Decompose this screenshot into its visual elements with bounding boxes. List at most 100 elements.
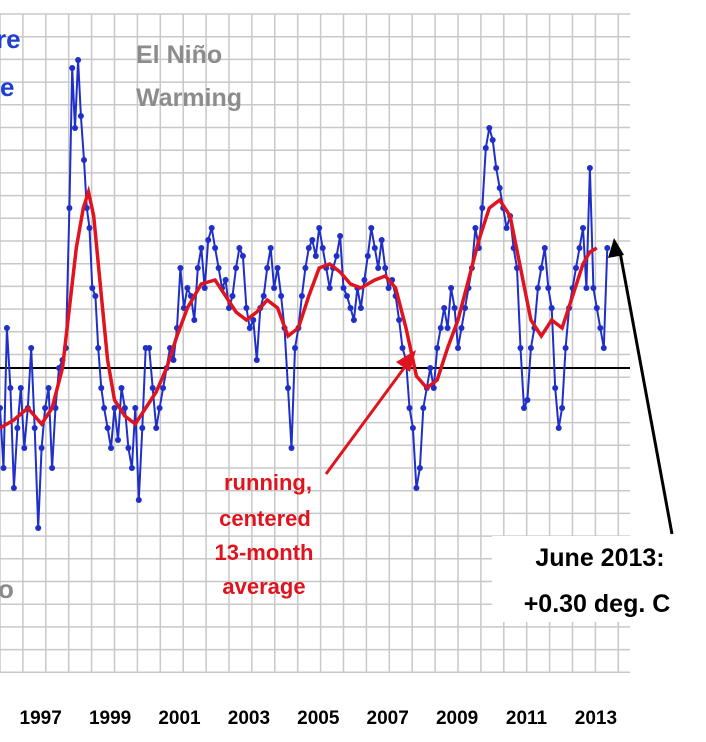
monthly-anomaly-point bbox=[212, 245, 219, 251]
monthly-anomaly-point bbox=[14, 425, 21, 431]
monthly-anomaly-point bbox=[92, 293, 99, 299]
monthly-anomaly-point bbox=[28, 345, 35, 351]
monthly-anomaly-point bbox=[448, 285, 455, 291]
monthly-anomaly-point bbox=[288, 445, 295, 451]
monthly-anomaly-point bbox=[344, 293, 350, 299]
running-mean-arrow bbox=[324, 359, 412, 475]
monthly-anomaly-point bbox=[198, 245, 205, 251]
latest-value-label-line-2: +0.30 deg. C bbox=[524, 590, 671, 618]
monthly-anomaly-point bbox=[86, 225, 93, 231]
running-mean-line bbox=[0, 185, 598, 430]
monthly-anomaly-point bbox=[298, 293, 305, 299]
monthly-anomaly-point bbox=[104, 425, 111, 431]
monthly-anomaly-point bbox=[115, 437, 121, 443]
monthly-anomaly-point bbox=[583, 285, 590, 291]
monthly-anomaly-point bbox=[319, 245, 326, 251]
monthly-anomaly-point bbox=[600, 345, 607, 351]
monthly-anomaly-point bbox=[368, 225, 375, 231]
monthly-anomaly-point bbox=[66, 205, 73, 211]
monthly-anomaly-point bbox=[472, 225, 479, 231]
monthly-anomaly-point bbox=[271, 285, 278, 291]
monthly-anomaly-point bbox=[409, 425, 416, 431]
monthly-anomaly-point bbox=[77, 113, 84, 119]
monthly-anomaly-point bbox=[593, 305, 600, 311]
monthly-anomaly-point bbox=[413, 485, 420, 491]
monthly-anomaly-point bbox=[541, 245, 548, 251]
monthly-anomaly-point bbox=[420, 405, 427, 411]
monthly-anomaly-point bbox=[21, 445, 28, 451]
monthly-anomaly-point bbox=[527, 345, 534, 351]
monthly-anomaly-point bbox=[486, 125, 493, 131]
monthly-anomaly-point bbox=[441, 305, 448, 311]
monthly-anomaly-point bbox=[170, 357, 177, 363]
monthly-anomaly-point bbox=[378, 237, 385, 243]
monthly-anomaly-point bbox=[246, 325, 253, 331]
monthly-anomaly-point bbox=[3, 325, 10, 331]
monthly-anomaly-point bbox=[69, 65, 76, 71]
monthly-anomaly-point bbox=[548, 305, 555, 311]
el-nino-label-line-1: El Niño bbox=[136, 41, 222, 69]
monthly-anomaly-point bbox=[482, 145, 489, 151]
running-mean-label-line-3: 13-month bbox=[215, 540, 314, 565]
monthly-anomaly-point bbox=[347, 305, 354, 311]
running-mean-callout: running, centered 13-month average bbox=[215, 350, 416, 599]
monthly-anomaly-point bbox=[0, 405, 3, 411]
monthly-anomaly-point bbox=[302, 265, 309, 271]
monthly-anomaly-point bbox=[72, 125, 78, 131]
monthly-anomaly-point bbox=[364, 253, 371, 259]
monthly-anomaly-point bbox=[326, 285, 333, 291]
running-mean-label-line-1: running, bbox=[224, 470, 312, 495]
monthly-anomaly-point bbox=[496, 185, 503, 191]
monthly-anomaly-point bbox=[406, 405, 413, 411]
monthly-anomaly-point bbox=[89, 285, 96, 291]
monthly-anomaly-point bbox=[524, 397, 531, 403]
monthly-anomaly-point bbox=[184, 285, 191, 291]
monthly-anomaly-point bbox=[267, 245, 274, 251]
monthly-anomaly-point bbox=[385, 285, 392, 291]
monthly-anomaly-point bbox=[340, 285, 347, 291]
monthly-anomaly-point bbox=[462, 305, 468, 311]
monthly-anomaly-point bbox=[191, 317, 198, 323]
monthly-anomaly-point bbox=[108, 445, 114, 451]
monthly-anomaly-point bbox=[312, 253, 319, 259]
monthly-anomaly-point bbox=[156, 405, 163, 411]
monthly-anomaly-point bbox=[17, 385, 24, 391]
monthly-anomaly-point bbox=[555, 425, 562, 431]
monthly-anomaly-point bbox=[260, 293, 267, 299]
monthly-anomaly-point bbox=[229, 293, 236, 299]
monthly-anomaly-point bbox=[278, 293, 285, 299]
monthly-anomaly-point bbox=[361, 277, 368, 283]
monthly-anomaly-point bbox=[274, 265, 281, 271]
monthly-anomaly-point bbox=[292, 345, 298, 351]
monthly-anomaly-point bbox=[590, 285, 597, 291]
monthly-anomaly-point bbox=[35, 525, 42, 531]
monthly-anomaly-point bbox=[437, 325, 444, 331]
monthly-anomaly-point bbox=[0, 465, 7, 471]
monthly-anomaly-point bbox=[285, 385, 291, 391]
x-tick-label: 2013 bbox=[575, 708, 617, 729]
monthly-anomaly-point bbox=[49, 465, 56, 471]
monthly-anomaly-point bbox=[101, 405, 108, 411]
monthly-anomaly-point bbox=[382, 265, 389, 271]
monthly-anomaly-point bbox=[573, 265, 579, 271]
monthly-anomaly-point bbox=[75, 57, 82, 63]
monthly-anomaly-point bbox=[430, 385, 437, 391]
latest-value-background bbox=[492, 536, 706, 622]
monthly-anomaly-point bbox=[444, 325, 451, 331]
monthly-anomaly-point bbox=[264, 265, 271, 271]
monthly-anomaly-point bbox=[576, 245, 583, 251]
monthly-anomaly-point bbox=[125, 445, 132, 451]
monthly-anomaly-point bbox=[38, 445, 45, 451]
monthly-anomaly-point bbox=[239, 253, 246, 259]
monthly-anomaly-point bbox=[337, 233, 344, 239]
monthly-anomaly-point bbox=[149, 385, 156, 391]
monthly-anomaly-point bbox=[153, 425, 160, 431]
monthly-anomaly-point bbox=[205, 237, 212, 243]
monthly-anomaly-point bbox=[309, 237, 316, 243]
monthly-anomaly-point bbox=[455, 345, 461, 351]
monthly-anomaly-point bbox=[194, 265, 201, 271]
monthly-anomaly-point bbox=[253, 357, 260, 363]
monthly-anomaly-point bbox=[479, 205, 486, 211]
monthly-anomaly-point bbox=[489, 137, 496, 143]
